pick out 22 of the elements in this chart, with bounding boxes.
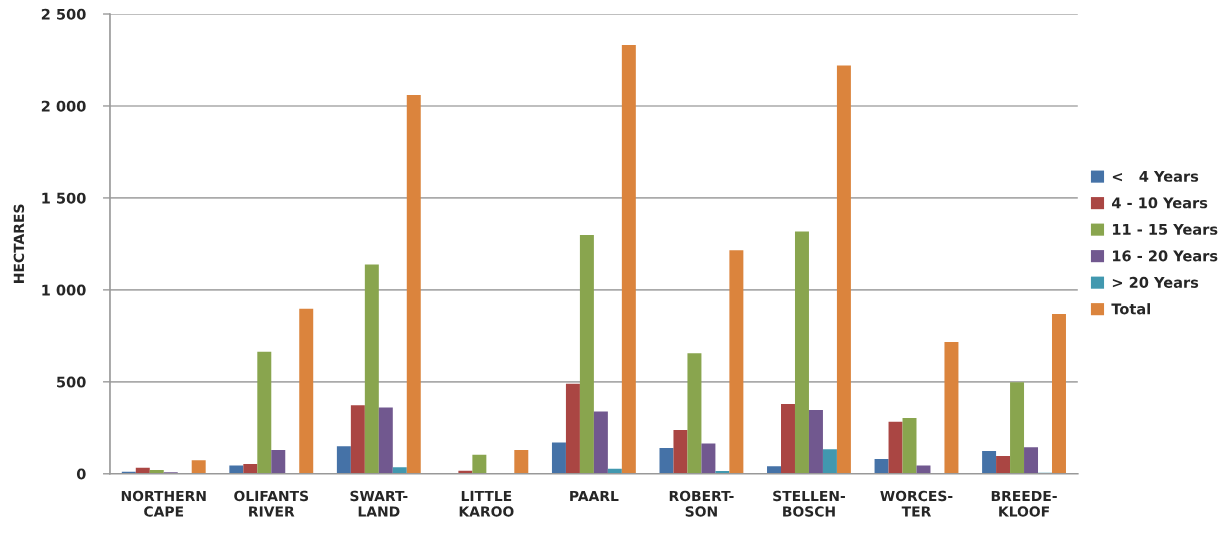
legend-label: 16 - 20 Years (1112, 250, 1218, 262)
legend-label: < 4 Years (1112, 171, 1199, 182)
legend-label: Total (1111, 303, 1150, 315)
x-tick-label: WORCES- TER (880, 490, 953, 517)
x-tick-label: ROBERT- SON (669, 490, 734, 517)
y-tick-label: 2 000 (41, 100, 86, 112)
y-axis-title: HECTARES (13, 204, 25, 283)
legend-label: > 20 Years (1112, 276, 1199, 288)
y-tick-label: 500 (57, 376, 86, 388)
y-tick-label: 0 (76, 468, 86, 480)
x-tick-label: SWART- LAND (350, 490, 408, 517)
legend-label: 11 - 15 Years (1112, 224, 1218, 235)
x-tick-label: STELLEN- BOSCH (773, 490, 845, 517)
legend-label: 4 - 10 Years (1112, 197, 1208, 209)
x-tick-label: OLIFANTS RIVER (234, 490, 309, 517)
x-tick-label: LITTLE KAROO (459, 490, 514, 517)
y-tick-label: 1 000 (42, 284, 86, 296)
y-tick-label: 1 500 (42, 192, 86, 204)
x-tick-label: PAARL (570, 490, 619, 501)
x-tick-label: NORTHERN CAPE (121, 490, 206, 517)
x-tick-label: BREEDE- KLOOF (991, 490, 1057, 517)
y-tick-label: 2 500 (41, 8, 86, 20)
